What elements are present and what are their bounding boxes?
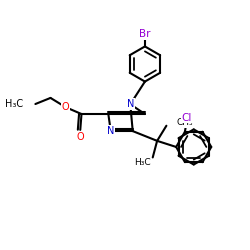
Text: Br: Br (139, 29, 151, 39)
Text: O: O (76, 132, 84, 142)
Text: H₃C: H₃C (4, 99, 23, 109)
Text: Cl: Cl (182, 112, 192, 122)
Text: O: O (61, 102, 69, 112)
Text: CH₃: CH₃ (177, 118, 193, 127)
Text: N: N (107, 126, 114, 136)
Text: H₃C: H₃C (134, 158, 151, 167)
Text: N: N (126, 99, 134, 109)
